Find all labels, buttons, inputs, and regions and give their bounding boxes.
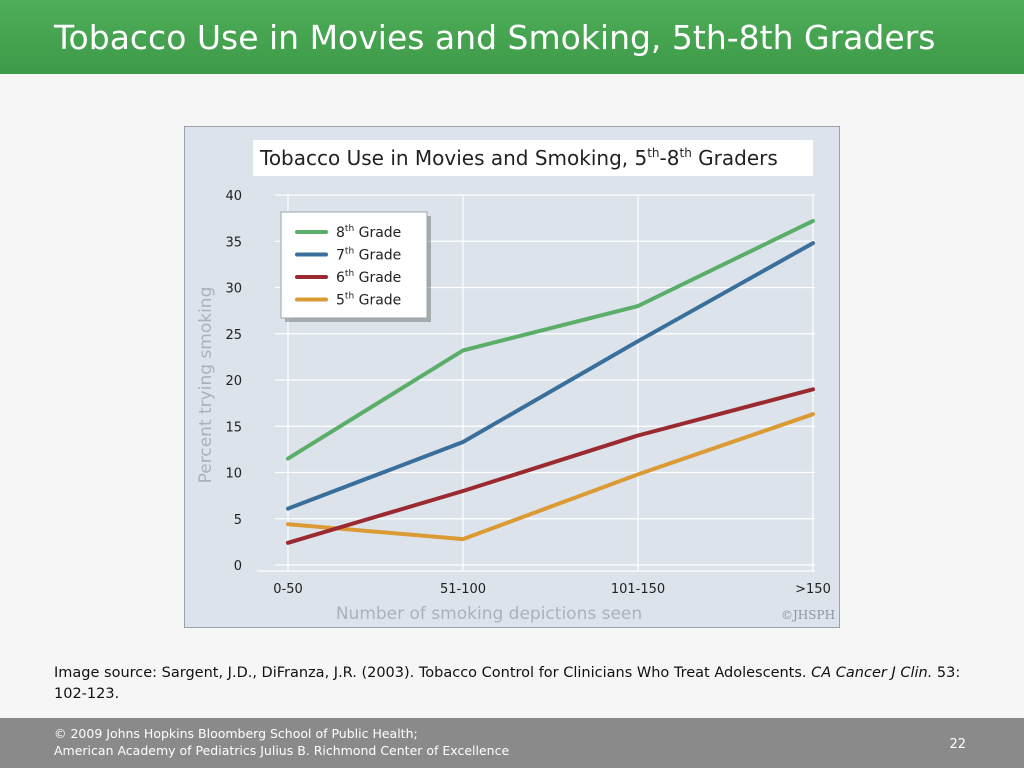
x-tick-label: 51-100 [440, 582, 486, 597]
y-tick-label: 20 [225, 374, 242, 389]
chart-title-part: Graders [692, 146, 778, 170]
x-tick-label: 101-150 [611, 582, 665, 597]
series-line [286, 387, 815, 545]
legend-label: 8th Grade [336, 224, 401, 241]
footer-line-2: American Academy of Pediatrics Julius B.… [54, 743, 510, 758]
y-tick-label: 30 [225, 282, 242, 297]
caption-journal: CA Cancer J Clin. [811, 665, 933, 681]
slide-title: Tobacco Use in Movies and Smoking, 5th-8… [54, 18, 936, 57]
y-axis-title: Percent trying smoking [196, 287, 216, 484]
legend-label: 7th Grade [336, 247, 401, 264]
chart-title-sup: th [647, 146, 659, 160]
slide-footer: © 2009 Johns Hopkins Bloomberg School of… [0, 718, 1024, 768]
chart-title: Tobacco Use in Movies and Smoking, 5th-8… [259, 146, 778, 170]
chart-title-box [253, 140, 813, 176]
caption-text: Image source: Sargent, J.D., DiFranza, J… [54, 665, 812, 681]
footer-line-1: © 2009 Johns Hopkins Bloomberg School of… [54, 726, 418, 741]
series-lines [286, 218, 815, 545]
y-tick-label: 15 [225, 420, 242, 435]
image-source-caption: Image source: Sargent, J.D., DiFranza, J… [54, 663, 984, 705]
series-line [286, 241, 815, 511]
legend-label: 5th Grade [336, 292, 401, 309]
slide-header: Tobacco Use in Movies and Smoking, 5th-8… [0, 0, 1024, 74]
footer-copyright: © 2009 Johns Hopkins Bloomberg School of… [54, 725, 509, 759]
y-tick-label: 35 [225, 235, 242, 250]
page-number: 22 [949, 737, 966, 752]
chart-title-sup: th [679, 146, 691, 160]
chart-title-part: Tobacco Use in Movies and Smoking, 5 [259, 146, 647, 170]
series-line [286, 412, 815, 542]
y-tick-label: 5 [234, 513, 242, 528]
caption-citation: 53: 102-123. [54, 665, 961, 702]
axes: 0 5 10 15 20 25 30 35 40 0-50 51-100 101-150 >150 [225, 189, 830, 597]
watermark: ©JHSPH [781, 608, 835, 622]
legend: 8th Grade 7th Grade 6th Grade 5th Grade [280, 211, 431, 322]
x-tick-label: 0-50 [273, 582, 303, 597]
y-tick-label: 10 [225, 467, 242, 482]
y-tick-label: 40 [225, 189, 242, 204]
chart-figure: Tobacco Use in Movies and Smoking, 5th-8… [184, 126, 840, 628]
line-chart: Tobacco Use in Movies and Smoking, 5th-8… [196, 140, 835, 624]
y-tick-label: 0 [234, 559, 242, 574]
x-tick-label: >150 [795, 582, 831, 597]
series-line [286, 218, 815, 461]
chart-title-part: -8 [660, 146, 680, 170]
y-tick-label: 25 [225, 328, 242, 343]
x-axis-title: Number of smoking depictions seen [336, 604, 642, 624]
legend-label: 6th Grade [336, 269, 401, 286]
